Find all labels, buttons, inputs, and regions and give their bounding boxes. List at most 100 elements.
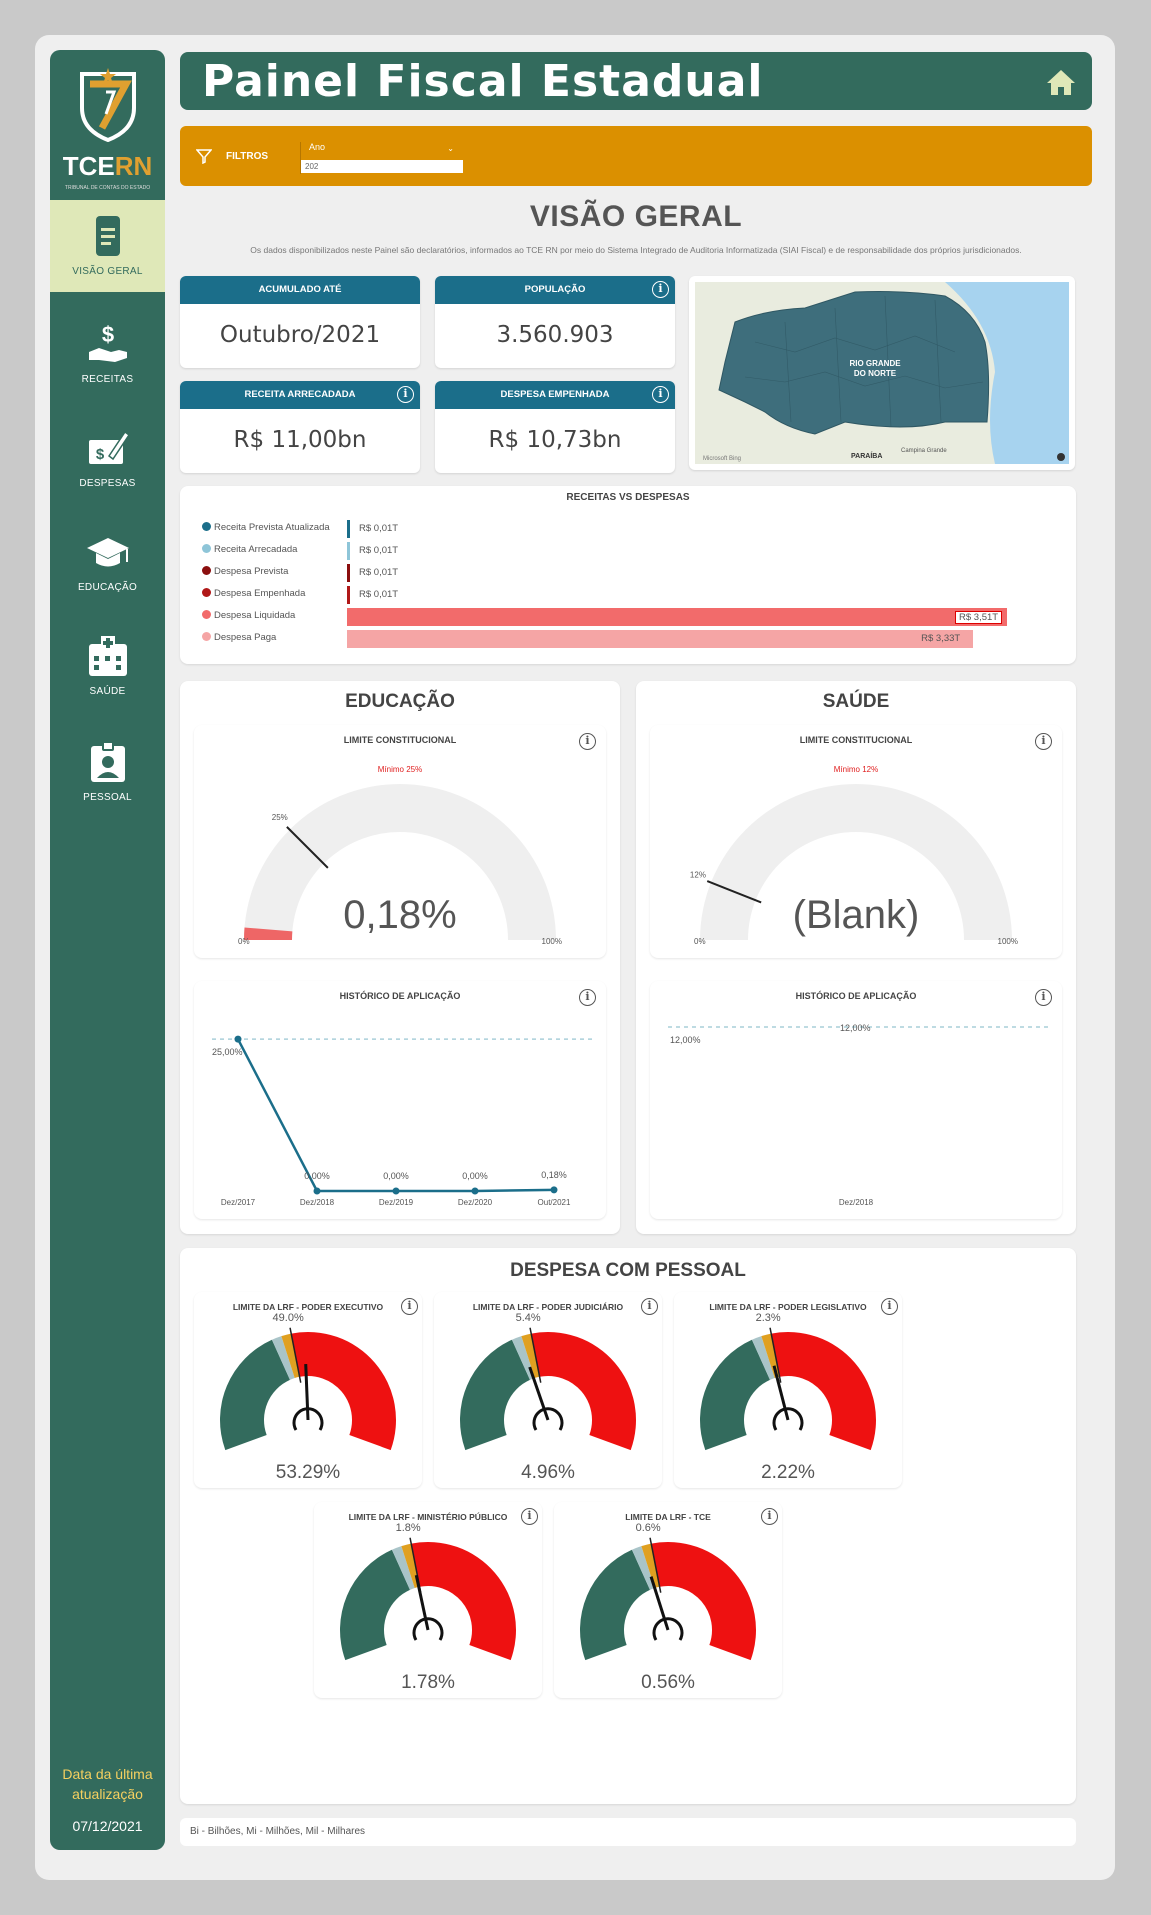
gauge-limit-line xyxy=(289,1327,302,1383)
kpi-expense: DESPESA EMPENHADA i R$ 10,73bn xyxy=(435,381,675,473)
info-icon[interactable]: i xyxy=(761,1508,778,1525)
chart-title: RECEITAS VS DESPESAS xyxy=(566,492,690,503)
kpi-header: ACUMULADO ATÉ xyxy=(180,276,420,304)
data-point xyxy=(392,1187,400,1195)
nav-despesas[interactable]: $ DESPESAS xyxy=(50,412,165,504)
bar[interactable] xyxy=(347,520,350,538)
gauge-target-label: 25% xyxy=(272,813,288,822)
chevron-down-icon[interactable]: ⌄ xyxy=(447,144,454,153)
data-point xyxy=(234,1035,242,1043)
education-title: EDUCAÇÃO xyxy=(345,691,455,712)
legend-item[interactable]: Despesa Liquidada xyxy=(202,610,295,621)
bar[interactable] xyxy=(347,630,974,648)
shield-logo-icon xyxy=(79,68,136,143)
gauge-needle xyxy=(414,1574,430,1631)
logo-tce-text: TCE xyxy=(62,151,115,181)
gauge-hub xyxy=(292,1407,324,1431)
nav-pessoal[interactable]: PESSOAL xyxy=(50,726,165,818)
gauge-value-label: 1.78% xyxy=(401,1672,455,1693)
health-gauge: 12% (Blank) 0% 100% xyxy=(690,784,1018,946)
nav-saude[interactable]: SAÚDE xyxy=(50,620,165,712)
gauge-axis-max: 100% xyxy=(998,937,1018,946)
gauge-title: LIMITE CONSTITUCIONAL xyxy=(799,735,913,745)
info-icon[interactable]: i xyxy=(397,386,414,403)
nav-label: DESPESAS xyxy=(79,478,136,489)
header-bar: Painel Fiscal Estadual xyxy=(180,52,1092,110)
legend-label: Despesa Liquidada xyxy=(214,610,296,621)
logo-subtitle: TRIBUNAL DE CONTAS DO ESTADO xyxy=(64,185,151,191)
filter-icon[interactable] xyxy=(196,148,212,164)
year-select[interactable]: 202 xyxy=(301,160,463,173)
kpi-value: R$ 10,73bn xyxy=(488,427,622,453)
home-icon[interactable] xyxy=(1046,68,1076,96)
kpi-header: POPULAÇÃO xyxy=(524,284,586,295)
kpi-accumulated: ACUMULADO ATÉ Outubro/2021 xyxy=(180,276,420,368)
bar[interactable] xyxy=(347,586,350,604)
gauge-track xyxy=(700,784,1012,940)
x-tick-label: Dez/2018 xyxy=(300,1198,335,1207)
info-icon[interactable]: i xyxy=(1035,733,1052,750)
legend-label: Receita Arrecadada xyxy=(214,544,298,555)
last-update-label-1: Data da última xyxy=(62,1766,153,1782)
education-gauge: 25% 0,18% 0% 100% xyxy=(238,784,562,946)
legend-dot xyxy=(202,566,211,575)
gauge-ok-band xyxy=(460,1339,530,1451)
bar-value-label: R$ 0,01T xyxy=(359,589,399,600)
gauge-needle xyxy=(649,1576,670,1631)
legend-item[interactable]: Receita Arrecadada xyxy=(202,544,297,555)
legend-item[interactable]: Despesa Empenhada xyxy=(202,588,305,599)
gauge-target-label: 12% xyxy=(690,870,706,879)
gauge-needle xyxy=(304,1363,310,1421)
gauge-axis-max: 100% xyxy=(542,937,562,946)
nav-label: SAÚDE xyxy=(89,686,126,697)
map-svg: RIO GRANDE DO NORTE PARAÍBA Campina Gran… xyxy=(695,282,1069,464)
legend-dot xyxy=(202,588,211,597)
kpi-header: RECEITA ARRECADADA xyxy=(244,389,356,400)
data-label: 0,00% xyxy=(304,1171,330,1181)
legend-label: Despesa Paga xyxy=(214,632,277,643)
kpi-value: Outubro/2021 xyxy=(219,322,381,348)
lrf-gauge-card: LIMITE DA LRF - PODER EXECUTIVO i 49.0% 53.… xyxy=(194,1292,422,1488)
info-icon[interactable]: i xyxy=(881,1298,898,1315)
kpi-header: DESPESA EMPENHADA xyxy=(500,389,610,400)
info-icon[interactable]: i xyxy=(521,1508,538,1525)
gauge-alert-band xyxy=(631,1546,655,1590)
info-icon[interactable]: i xyxy=(652,281,669,298)
nav-visao-geral[interactable]: VISÃO GERAL xyxy=(50,200,165,292)
bar[interactable] xyxy=(347,542,350,560)
gauge-min-label: Mínimo 12% xyxy=(833,765,879,774)
nav-educacao[interactable]: EDUCAÇÃO xyxy=(50,516,165,608)
kpi-population: POPULAÇÃO i 3.560.903 xyxy=(435,276,675,368)
gauge-title: LIMITE CONSTITUCIONAL xyxy=(343,735,457,745)
year-slicer[interactable]: Ano ⌄ 202 xyxy=(300,142,463,174)
info-icon[interactable]: i xyxy=(401,1298,418,1315)
gauge-alert-band xyxy=(271,1336,295,1380)
info-icon[interactable]: i xyxy=(579,733,596,750)
info-icon[interactable]: i xyxy=(579,989,596,1006)
legend-item[interactable]: Despesa Prevista xyxy=(202,566,288,577)
gauge-hub xyxy=(652,1617,684,1641)
info-icon[interactable]: i xyxy=(1035,989,1052,1006)
gauge-value-label: (Blank) xyxy=(793,893,920,937)
filter-bar: FILTROS Ano ⌄ 202 xyxy=(180,126,1092,186)
state-map[interactable]: RIO GRANDE DO NORTE PARAÍBA Campina Gran… xyxy=(689,276,1075,470)
gauge-prudential-band xyxy=(401,1543,420,1589)
lrf-gauge: 5.4% 4.96% xyxy=(460,1312,636,1483)
gauge-title: LIMITE DA LRF - TCE xyxy=(625,1512,711,1522)
legend-dot xyxy=(202,610,211,619)
info-icon[interactable]: i xyxy=(641,1298,658,1315)
gauge-value-label: 53.29% xyxy=(276,1462,341,1483)
legend-item[interactable]: Despesa Paga xyxy=(202,632,276,643)
bar[interactable] xyxy=(347,564,350,582)
legend-item[interactable]: Receita Prevista Atualizada xyxy=(202,522,330,533)
gauge-prudential-band xyxy=(281,1333,300,1379)
map-neighbor-label: PARAÍBA xyxy=(851,451,882,460)
nav-receitas[interactable]: $ RECEITAS xyxy=(50,308,165,400)
nav-label: VISÃO GERAL xyxy=(72,266,143,277)
bar[interactable] xyxy=(347,608,1007,626)
last-update-label-2: atualização xyxy=(72,1786,143,1802)
gauge-ok-band xyxy=(340,1549,410,1661)
gauge-title: LIMITE DA LRF - PODER JUDICIÁRIO xyxy=(472,1302,624,1312)
gauge-hub xyxy=(532,1407,564,1431)
info-icon[interactable]: i xyxy=(652,386,669,403)
